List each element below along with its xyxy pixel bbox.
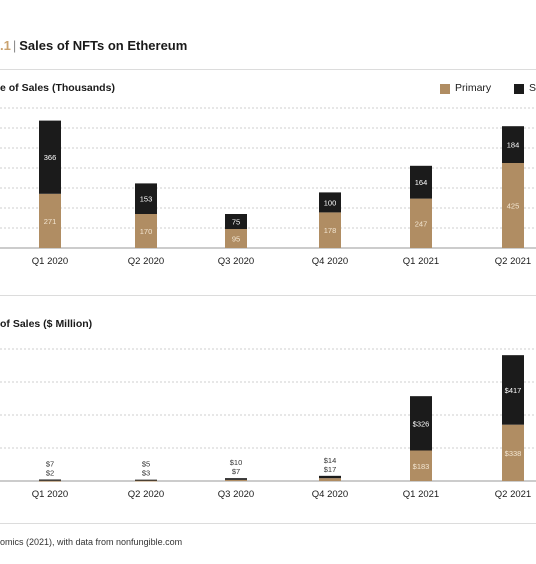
x-tick-label-q3-2020: Q3 2020 bbox=[218, 489, 254, 500]
data-label-secondary-q2-2021: $417 bbox=[505, 386, 522, 395]
x-tick-label-q3-2020: Q3 2020 bbox=[218, 256, 254, 267]
sales-count-chart: 366 271 Q1 2020 153 170 Q2 2020 75 95 Q3 2020 100… bbox=[0, 107, 536, 267]
bar-primary-q2-2020 bbox=[135, 214, 157, 248]
legend-primary-label: Primary bbox=[455, 82, 492, 94]
bar-primary-q4-2020 bbox=[319, 478, 341, 481]
data-label-primary-q3-2020: 95 bbox=[232, 235, 240, 244]
bar-secondary-q3-2020 bbox=[225, 214, 247, 229]
bar-secondary-q2-2020 bbox=[135, 479, 157, 481]
figure-title: .1 | Sales of NFTs on Ethereum bbox=[0, 38, 187, 53]
title-separator: | bbox=[12, 38, 17, 53]
bar-primary-q3-2020 bbox=[225, 479, 247, 481]
panel-1-title: e of Sales (Thousands) bbox=[0, 82, 115, 94]
legend: Primary Se bbox=[440, 81, 536, 95]
data-label-secondary-q1-2020: 366 bbox=[44, 153, 57, 162]
panel-2-title: of Sales ($ Million) bbox=[0, 318, 93, 330]
x-tick-label-q2-2020: Q2 2020 bbox=[128, 256, 164, 267]
data-label-secondary-q4-2020: $14 bbox=[324, 456, 337, 465]
data-label-secondary-q1-2021: $326 bbox=[413, 419, 430, 428]
data-label-secondary-q3-2020: 75 bbox=[232, 218, 240, 227]
x-tick-label-q1-2021: Q1 2021 bbox=[403, 256, 439, 267]
data-label-primary-q4-2020: $17 bbox=[324, 465, 337, 474]
bar-secondary-q1-2020 bbox=[39, 479, 61, 481]
bar-primary-q4-2020 bbox=[319, 212, 341, 248]
data-label-secondary-q3-2020: $10 bbox=[230, 458, 243, 467]
data-label-primary-q2-2020: $3 bbox=[142, 469, 150, 478]
mid-rule bbox=[0, 295, 536, 296]
x-tick-label-q4-2020: Q4 2020 bbox=[312, 489, 348, 500]
bar-secondary-q2-2021 bbox=[502, 126, 524, 163]
legend-primary-swatch bbox=[440, 84, 450, 94]
bar-primary-q1-2020 bbox=[39, 480, 61, 482]
bar-secondary-q4-2020 bbox=[319, 475, 341, 479]
data-label-secondary-q1-2021: 164 bbox=[415, 178, 428, 187]
top-rule bbox=[0, 69, 536, 70]
bar-secondary-q2-2021 bbox=[502, 355, 524, 425]
x-tick-label-q2-2021: Q2 2021 bbox=[495, 489, 531, 500]
x-tick-label-q1-2021: Q1 2021 bbox=[403, 489, 439, 500]
data-label-secondary-q2-2020: 153 bbox=[140, 195, 153, 204]
bar-secondary-q2-2020 bbox=[135, 183, 157, 214]
x-tick-label-q2-2021: Q2 2021 bbox=[495, 256, 531, 267]
data-label-primary-q1-2020: 271 bbox=[44, 217, 57, 226]
data-label-secondary-q2-2020: $5 bbox=[142, 460, 150, 469]
data-label-primary-q2-2020: 170 bbox=[140, 227, 153, 236]
bar-secondary-q4-2020 bbox=[319, 192, 341, 213]
bar-primary-q2-2021 bbox=[502, 163, 524, 248]
bar-primary-q2-2021 bbox=[502, 424, 524, 481]
bar-secondary-q1-2020 bbox=[39, 120, 61, 194]
x-tick-label-q2-2020: Q2 2020 bbox=[128, 489, 164, 500]
bar-primary-q1-2021 bbox=[410, 450, 432, 481]
x-tick-label-q1-2020: Q1 2020 bbox=[32, 256, 68, 267]
data-label-secondary-q4-2020: 100 bbox=[324, 198, 337, 207]
data-label-primary-q1-2020: $2 bbox=[46, 469, 54, 478]
bar-primary-q3-2020 bbox=[225, 229, 247, 248]
data-label-secondary-q1-2020: $7 bbox=[46, 460, 54, 469]
bottom-rule bbox=[0, 523, 536, 524]
bar-secondary-q3-2020 bbox=[225, 478, 247, 480]
legend-secondary-label: Se bbox=[529, 82, 536, 94]
sales-value-chart: $7$2Q1 2020$5$3Q2 2020$10$7Q3 2020$14$17… bbox=[0, 348, 536, 500]
data-label-primary-q2-2021: 425 bbox=[507, 202, 520, 211]
bar-primary-q2-2020 bbox=[135, 480, 157, 482]
data-label-primary-q3-2020: $7 bbox=[232, 467, 240, 476]
legend-secondary-swatch bbox=[514, 84, 524, 94]
x-tick-label-q4-2020: Q4 2020 bbox=[312, 256, 348, 267]
bar-secondary-q1-2021 bbox=[410, 396, 432, 451]
data-label-secondary-q2-2021: 184 bbox=[507, 141, 520, 150]
bar-primary-q1-2021 bbox=[410, 198, 432, 248]
figure-title-text: Sales of NFTs on Ethereum bbox=[19, 38, 188, 53]
bar-primary-q1-2020 bbox=[39, 193, 61, 248]
x-tick-label-q1-2020: Q1 2020 bbox=[32, 489, 68, 500]
data-label-primary-q1-2021: 247 bbox=[415, 219, 428, 228]
data-label-primary-q4-2020: 178 bbox=[324, 226, 337, 235]
data-label-primary-q2-2021: $338 bbox=[505, 449, 522, 458]
bar-secondary-q1-2021 bbox=[410, 165, 432, 199]
source-note: omics (2021), with data from nonfungible… bbox=[0, 537, 183, 547]
data-label-primary-q1-2021: $183 bbox=[413, 462, 430, 471]
figure-number: .1 bbox=[0, 38, 11, 53]
